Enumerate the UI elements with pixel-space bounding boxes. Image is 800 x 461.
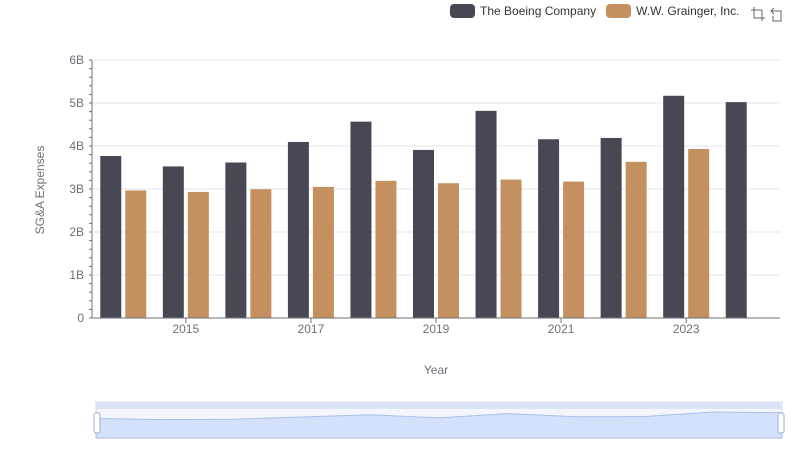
legend-item-boeing[interactable]: The Boeing Company <box>450 4 596 18</box>
bar-boeing-2018[interactable] <box>350 121 372 318</box>
slider-preview <box>95 411 783 439</box>
y-tick-label: 1B <box>69 268 84 282</box>
legend-label-boeing: The Boeing Company <box>480 4 597 18</box>
bars <box>100 95 747 318</box>
legend-swatch-boeing <box>450 4 475 18</box>
bar-boeing-2014[interactable] <box>100 156 122 318</box>
slider-handle-right[interactable] <box>777 412 785 434</box>
legend-item-grainger[interactable]: W.W. Grainger, Inc. <box>606 4 739 18</box>
toolbox <box>746 6 786 22</box>
x-axis-title: Year <box>424 363 448 377</box>
bar-boeing-2021[interactable] <box>538 139 560 318</box>
slider-handle-left[interactable] <box>93 412 101 434</box>
axes: 0 1B 2B 3B 4B 5B 6B 2015 2017 2019 2021 2023 <box>69 53 780 336</box>
y-tick-label: 2B <box>69 225 84 239</box>
x-tick-label: 2019 <box>423 322 450 336</box>
x-tick-label: 2023 <box>673 322 700 336</box>
bar-boeing-2020[interactable] <box>475 110 497 318</box>
bar-boeing-2024[interactable] <box>725 102 747 318</box>
bar-boeing-2017[interactable] <box>287 141 309 318</box>
x-tick-label: 2015 <box>172 322 199 336</box>
restore-icon[interactable] <box>770 6 786 22</box>
bar-grainger-2020[interactable] <box>500 179 522 318</box>
bar-boeing-2019[interactable] <box>413 149 434 318</box>
bar-boeing-2023[interactable] <box>663 95 685 318</box>
bar-grainger-2021[interactable] <box>563 181 585 318</box>
y-axis-title: SG&A Expenses <box>33 146 47 235</box>
legend-label-grainger: W.W. Grainger, Inc. <box>636 4 740 18</box>
bar-grainger-2015[interactable] <box>187 191 209 318</box>
zoom-icon[interactable] <box>750 6 766 22</box>
legend-swatch-grainger <box>606 4 632 18</box>
slider-move-bar[interactable] <box>96 402 782 409</box>
bar-grainger-2022[interactable] <box>625 161 647 318</box>
y-tick-label: 6B <box>69 53 84 67</box>
bar-grainger-2019[interactable] <box>438 183 459 318</box>
bar-grainger-2014[interactable] <box>125 190 147 318</box>
bar-grainger-2017[interactable] <box>312 186 334 318</box>
legend: The Boeing Company W.W. Grainger, Inc. <box>450 4 749 18</box>
x-tick-label: 2021 <box>548 322 575 336</box>
bar-boeing-2022[interactable] <box>600 137 622 318</box>
bar-grainger-2018[interactable] <box>375 180 397 318</box>
bar-grainger-2016[interactable] <box>250 189 272 318</box>
bar-boeing-2016[interactable] <box>225 162 247 318</box>
y-tick-label: 5B <box>69 96 84 110</box>
y-tick-label: 0 <box>77 311 84 325</box>
bar-boeing-2015[interactable] <box>162 166 184 318</box>
y-tick-label: 4B <box>69 139 84 153</box>
y-tick-label: 3B <box>69 182 84 196</box>
data-zoom-slider[interactable] <box>93 401 785 439</box>
x-tick-label: 2017 <box>298 322 325 336</box>
bar-grainger-2023[interactable] <box>688 148 710 318</box>
